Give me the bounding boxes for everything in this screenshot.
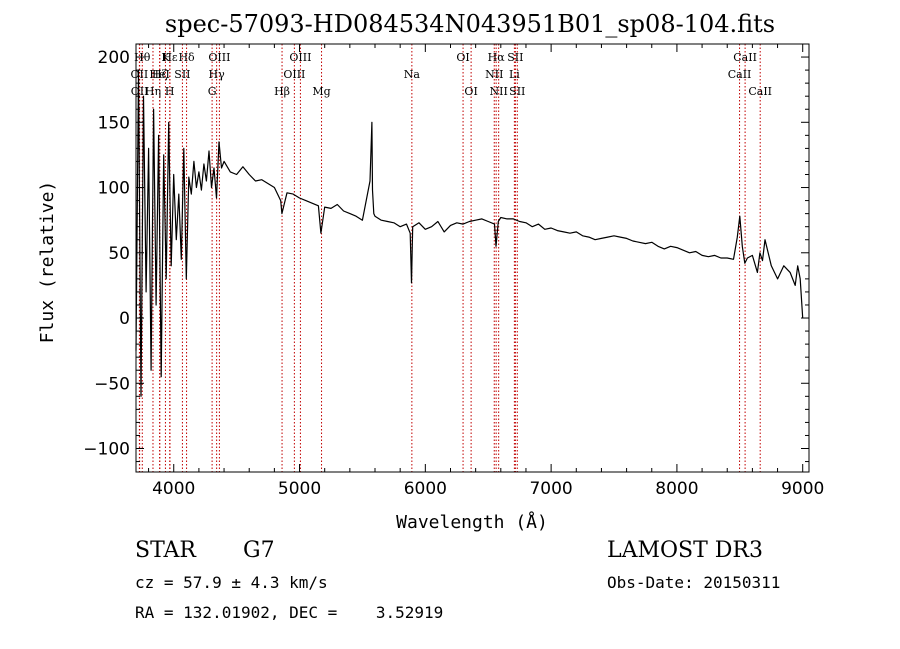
marker-label: Li <box>509 68 520 81</box>
y-tick-label: 50 <box>108 244 130 264</box>
marker-label: NII <box>485 68 503 81</box>
plot-frame <box>135 43 810 473</box>
x-tick-label: 9000 <box>781 479 824 499</box>
marker-label: CaII <box>733 51 757 64</box>
marker-label: K <box>161 51 170 64</box>
x-axis-label: Wavelength (Å) <box>396 511 548 533</box>
marker-label: SII <box>174 68 190 81</box>
marker-label: OIII <box>289 51 311 64</box>
spectrum-line <box>135 69 804 397</box>
radec-label: RA = 132.01902, DEC = 3.52919 <box>135 603 444 622</box>
marker-label: OII <box>131 68 149 81</box>
marker-label: SII <box>507 51 523 64</box>
y-tick-label: 100 <box>98 179 130 199</box>
x-tick-label: 4000 <box>152 479 195 499</box>
marker-label: G <box>208 85 217 98</box>
marker-label: HeI <box>149 68 169 81</box>
y-axis: −100 −50 0 50 100 150 200 <box>83 48 809 463</box>
x-tick-label: 5000 <box>278 479 321 499</box>
x-tick-label: 6000 <box>404 479 447 499</box>
marker-label: OI <box>464 85 477 98</box>
marker-label: Hε <box>162 51 178 64</box>
x-tick-label: 7000 <box>529 479 572 499</box>
object-class: STAR <box>135 538 196 563</box>
y-tick-label: −50 <box>94 374 130 394</box>
marker-label: Mg <box>312 85 330 98</box>
y-tick-label: −100 <box>83 440 130 460</box>
x-tick-label: 8000 <box>655 479 698 499</box>
marker-lines <box>138 44 761 472</box>
marker-label: Hη <box>145 85 161 98</box>
chart-title: spec-57093-HD084534N043951B01_sp08-104.f… <box>165 10 775 38</box>
survey-label: LAMOST DR3 <box>607 538 763 563</box>
marker-label: Hδ <box>178 51 195 64</box>
y-tick-label: 150 <box>98 113 130 133</box>
marker-label: OI <box>456 51 469 64</box>
spectrum <box>135 69 804 397</box>
marker-label: OII <box>131 85 149 98</box>
x-axis: 4000 5000 6000 7000 8000 9000 <box>148 44 824 499</box>
y-axis-label: Flux (relative) <box>37 181 58 344</box>
redshift-label: cz = 57.9 ± 4.3 km/s <box>135 573 328 592</box>
marker-label: Hγ <box>209 68 226 81</box>
y-tick-label: 200 <box>98 48 130 68</box>
marker-label: Hζ <box>152 68 168 81</box>
marker-label: OIII <box>208 51 230 64</box>
marker-label: Na <box>404 68 421 81</box>
marker-label: H <box>165 85 175 98</box>
marker-label: Hα <box>488 51 506 64</box>
marker-label: Hβ <box>274 85 290 98</box>
marker-label: NII <box>490 85 508 98</box>
marker-label: CaII <box>728 68 752 81</box>
marker-label: CaII <box>748 85 772 98</box>
marker-label: SII <box>509 85 525 98</box>
y-tick-label: 0 <box>119 309 130 329</box>
obs-date-label: Obs-Date: 20150311 <box>607 573 781 592</box>
object-subclass: G7 <box>243 538 275 563</box>
marker-label: OIII <box>283 68 305 81</box>
